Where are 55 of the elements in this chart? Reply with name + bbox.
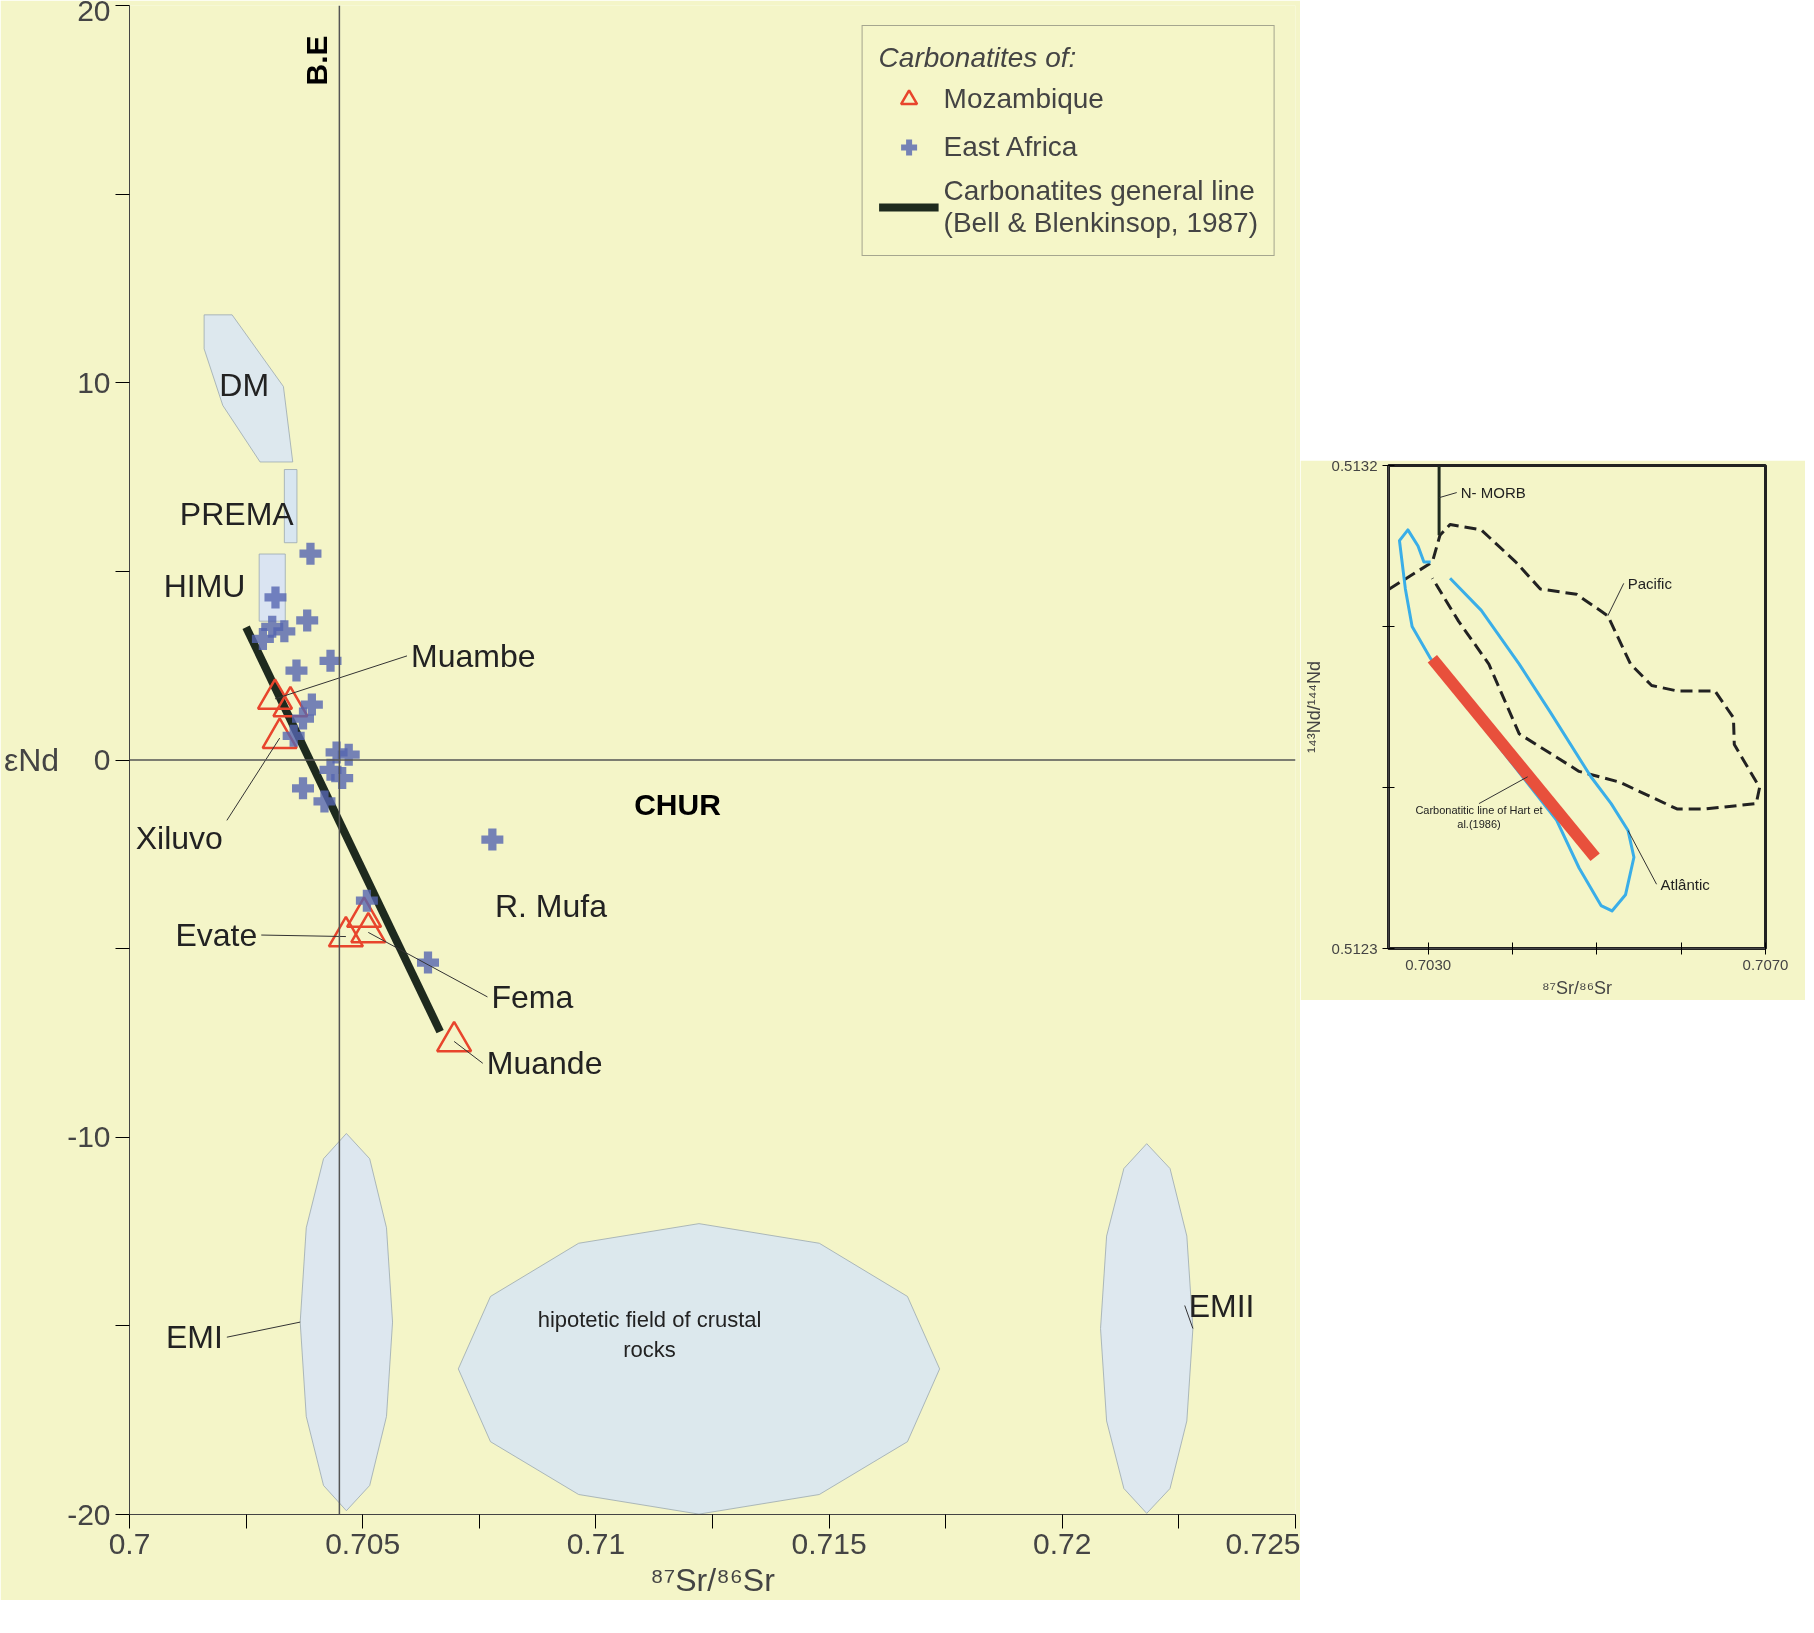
- annotation: hipotetic field of crustal rocks: [537, 1307, 762, 1363]
- x-tick-label: 0.71: [566, 1526, 626, 1560]
- annotation: Fema: [491, 978, 574, 1015]
- annotation: HIMU: [163, 568, 246, 605]
- annotation: EMI: [165, 1319, 223, 1356]
- legend-label: East Africa: [943, 131, 1078, 163]
- x-tick-label: 0.7030: [1405, 955, 1452, 973]
- annotation: EMII: [1188, 1287, 1255, 1324]
- annotation: N- MORB: [1460, 484, 1526, 502]
- x-axis-title: ⁸⁷Sr/⁸⁶Sr: [650, 1561, 776, 1598]
- x-tick-label: 0.7070: [1742, 955, 1789, 973]
- annotation: Evate: [175, 917, 258, 954]
- x-axis-title: ⁸⁷Sr/⁸⁶Sr: [1541, 977, 1613, 998]
- legend-label: Mozambique: [943, 83, 1104, 115]
- x-tick-label: 0.72: [1033, 1526, 1092, 1560]
- point: [292, 707, 314, 730]
- point: [251, 627, 274, 650]
- point: [481, 828, 504, 851]
- legend-title: Carbonatites of:: [878, 42, 1078, 74]
- point: [331, 767, 354, 790]
- point: [273, 620, 296, 643]
- ref-line-label: B.E: [300, 35, 334, 86]
- point: [285, 659, 308, 682]
- point: [313, 790, 336, 813]
- y-tick-label: 0: [93, 743, 111, 776]
- annotation: Pacific: [1627, 574, 1673, 592]
- annotation: Xiluvo: [135, 820, 223, 857]
- y-tick-label: 0.5132: [1331, 456, 1378, 474]
- point: [300, 693, 323, 716]
- x-tick-label: 0.725: [1225, 1526, 1301, 1560]
- point: [299, 542, 322, 565]
- y-tick-label: 10: [77, 365, 111, 399]
- annotation: DM: [219, 367, 270, 404]
- point: [292, 777, 314, 800]
- point: [296, 609, 319, 632]
- point: [417, 951, 439, 974]
- annotation: Carbonatitic line of Hart et al.(1986): [1415, 803, 1543, 830]
- y-axis-title: ¹⁴³Nd/¹⁴⁴Nd: [1303, 660, 1324, 754]
- y-tick-label: -10: [67, 1120, 111, 1154]
- annotation: Atlântic: [1660, 875, 1711, 893]
- x-tick-label: 0.7: [108, 1526, 151, 1560]
- annotation: Muambe: [411, 637, 536, 674]
- point: [282, 724, 305, 747]
- ref-line-label: CHUR: [634, 788, 722, 821]
- y-axis-title: εNd: [3, 742, 60, 778]
- x-tick-label: 0.705: [325, 1526, 401, 1560]
- y-tick-label: -20: [67, 1497, 111, 1531]
- legend-label: Carbonatites general line (Bell & Blenkinsop, 1987): [943, 175, 1258, 239]
- annotation: R. Mufa: [494, 888, 608, 925]
- annotation: Muande: [486, 1045, 603, 1082]
- y-tick-label: 0.5123: [1331, 939, 1378, 957]
- annotation: PREMA: [179, 496, 295, 533]
- point: [319, 649, 342, 672]
- y-tick-label: 20: [77, 0, 111, 27]
- x-tick-label: 0.715: [791, 1526, 867, 1560]
